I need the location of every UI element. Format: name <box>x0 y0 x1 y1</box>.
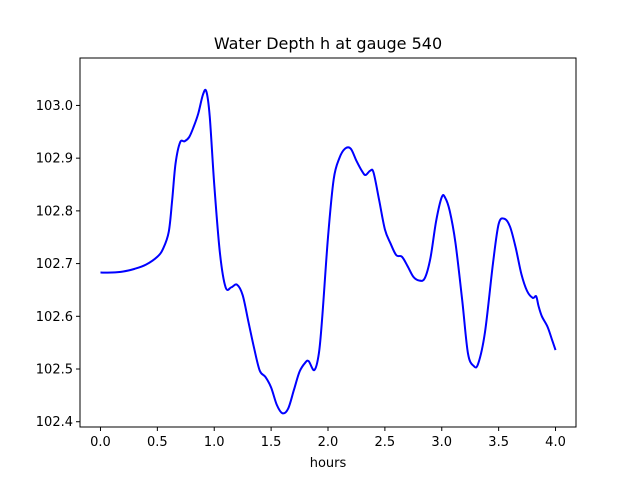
y-tick-label: 103.0 <box>36 99 73 114</box>
y-tick-label: 102.8 <box>36 204 73 219</box>
y-tick-label: 102.5 <box>36 363 73 378</box>
x-axis-label: hours <box>310 456 347 471</box>
x-tick-label: 3.5 <box>488 435 509 450</box>
x-tick-label: 1.5 <box>261 435 282 450</box>
x-tick-label: 4.0 <box>545 435 566 450</box>
y-axis: 102.4 102.5 102.6 102.7 102.8 102.9 103.0 <box>36 99 80 430</box>
series-line <box>100 88 557 415</box>
y-tick-label: 102.4 <box>36 415 73 430</box>
x-tick-label: 2.5 <box>375 435 396 450</box>
x-tick-label: 2.0 <box>318 435 339 450</box>
y-tick-label: 102.9 <box>36 152 73 167</box>
x-tick-label: 0.0 <box>90 435 111 450</box>
x-tick-label: 1.0 <box>204 435 225 450</box>
x-axis: 0.0 0.5 1.0 1.5 2.0 2.5 3.0 3.5 4.0 <box>90 427 566 450</box>
chart-title: Water Depth h at gauge 540 <box>214 34 442 53</box>
x-tick-label: 3.0 <box>431 435 452 450</box>
y-tick-label: 102.6 <box>36 310 73 325</box>
x-tick-label: 0.5 <box>147 435 168 450</box>
y-tick-label: 102.7 <box>36 257 73 272</box>
